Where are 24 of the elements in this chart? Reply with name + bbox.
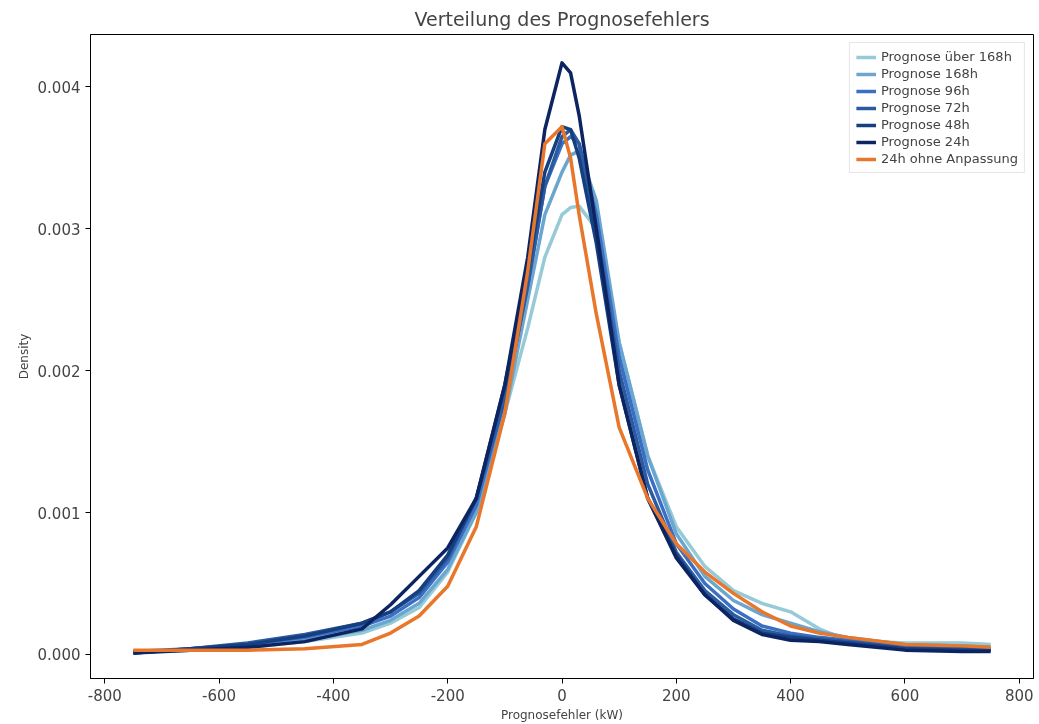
x-tick-label: 600 — [890, 686, 920, 705]
x-tick-label: 200 — [661, 686, 691, 705]
y-tick-label: 0.004 — [37, 78, 81, 97]
legend-label: Prognose 24h — [880, 134, 970, 149]
x-tick-label: -200 — [430, 686, 465, 705]
legend-label: Prognose 72h — [880, 100, 970, 115]
y-tick-label: 0.002 — [37, 362, 81, 381]
y-tick-label: 0.001 — [37, 504, 81, 523]
x-tick-label: 0 — [557, 686, 567, 705]
legend-label: Prognose 96h — [880, 83, 970, 98]
legend-label: 24h ohne Anpassung — [880, 151, 1018, 166]
x-tick-label: -400 — [316, 686, 351, 705]
x-tick-label: -600 — [202, 686, 237, 705]
y-tick-label: 0.000 — [37, 646, 81, 665]
x-tick-label: -800 — [87, 686, 122, 705]
legend-label: Prognose über 168h — [880, 49, 1012, 64]
x-tick-label: 800 — [1004, 686, 1034, 705]
x-axis-title: Prognosefehler (kW) — [500, 707, 624, 722]
legend-label: Prognose 48h — [880, 117, 970, 132]
chart-title: Verteilung des Prognosefehlers — [414, 7, 710, 30]
legend-label: Prognose 168h — [880, 66, 978, 81]
y-tick-label: 0.003 — [37, 220, 81, 239]
x-tick-label: 400 — [776, 686, 805, 705]
y-axis-title: Density — [16, 333, 31, 380]
